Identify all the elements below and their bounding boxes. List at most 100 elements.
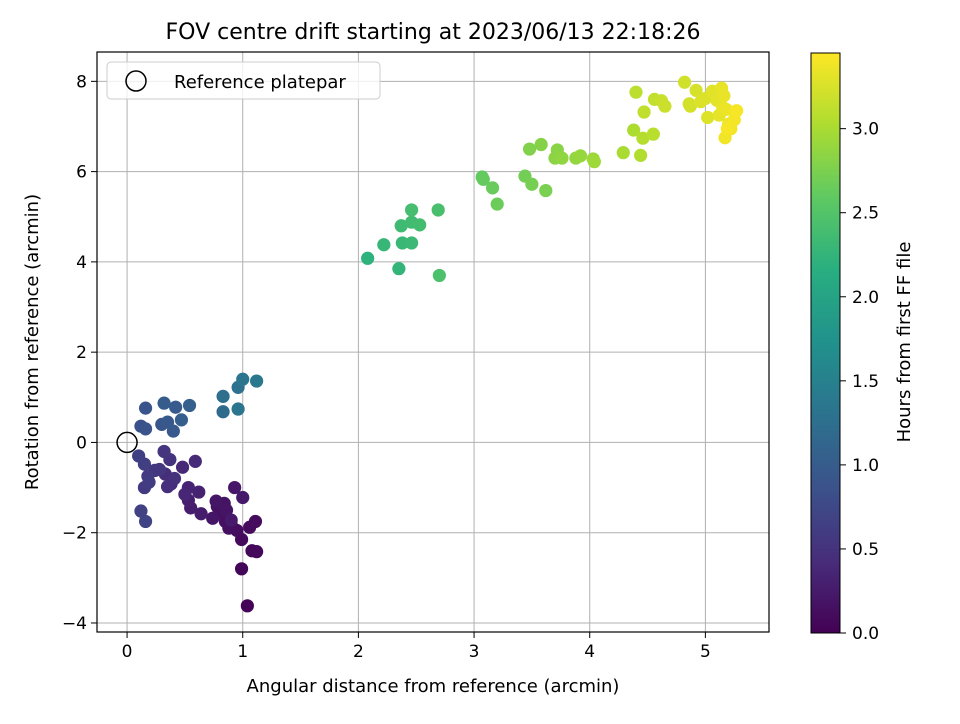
colorbar <box>810 52 841 634</box>
colorbar-tick-label: 3.0 <box>852 120 879 140</box>
data-point <box>717 89 731 103</box>
x-tick-label: 3 <box>469 642 480 662</box>
data-point <box>182 398 197 413</box>
y-tick-label: 2 <box>76 343 87 363</box>
data-point <box>361 251 375 265</box>
data-point <box>377 238 391 252</box>
data-point <box>209 494 223 508</box>
x-axis-label: Angular distance from reference (arcmin) <box>247 676 620 697</box>
x-tick-label: 5 <box>700 642 711 662</box>
colorbar-tick-label: 2.0 <box>852 288 879 308</box>
data-point <box>169 400 183 414</box>
data-point <box>555 151 569 165</box>
colorbar-tick-label: 1.0 <box>852 456 879 476</box>
data-point <box>132 449 146 463</box>
data-point <box>539 183 553 198</box>
x-tick-label: 0 <box>122 642 133 662</box>
data-point <box>134 504 148 518</box>
y-tick-label: 0 <box>76 433 87 453</box>
data-point <box>138 401 153 415</box>
data-point <box>683 99 697 113</box>
data-point <box>730 104 744 118</box>
data-point <box>522 142 537 156</box>
data-point <box>142 475 156 489</box>
x-tick-label: 4 <box>584 642 595 662</box>
data-point <box>720 122 734 136</box>
data-point <box>138 514 153 529</box>
x-tick-label: 2 <box>353 642 364 662</box>
y-axis-ticks: −4 −2 0 2 4 6 8 <box>62 72 97 634</box>
data-point <box>637 105 651 119</box>
colorbar-tick-label: 1.5 <box>852 372 879 392</box>
data-point <box>194 507 208 521</box>
data-point <box>192 485 206 499</box>
data-point <box>701 110 715 125</box>
data-point <box>413 218 427 232</box>
y-tick-label: −4 <box>62 614 87 634</box>
data-point <box>629 85 643 99</box>
colorbar-label: Hours from first FF file <box>894 242 915 443</box>
data-point <box>250 545 264 559</box>
grid-lines <box>97 52 769 632</box>
colorbar-ticks: 0.0 0.5 1.0 1.5 2.0 2.5 3.0 <box>840 120 879 644</box>
data-point <box>677 75 692 89</box>
data-point <box>405 236 419 250</box>
legend-label: Reference platepar <box>174 72 346 93</box>
data-point <box>395 236 409 250</box>
data-point <box>240 599 254 613</box>
data-point <box>231 402 245 416</box>
data-point <box>432 268 446 283</box>
x-axis-ticks: 0 1 2 3 4 5 <box>122 632 711 662</box>
data-points <box>132 75 744 613</box>
y-tick-label: 4 <box>76 253 87 273</box>
data-point <box>234 562 249 576</box>
y-tick-label: 6 <box>76 163 87 183</box>
y-axis-label: Rotation from reference (arcmin) <box>22 194 43 490</box>
data-point <box>587 155 601 169</box>
y-tick-label: 8 <box>76 72 87 92</box>
data-point <box>634 148 648 162</box>
legend-marker <box>125 70 147 92</box>
data-point <box>175 460 190 474</box>
data-point <box>525 177 539 191</box>
data-point <box>689 83 703 97</box>
colorbar-tick-label: 0.0 <box>852 624 879 644</box>
colorbar-tick-label: 0.5 <box>852 540 879 560</box>
data-point <box>431 203 445 217</box>
data-point <box>490 197 504 211</box>
data-point <box>394 219 408 233</box>
data-point <box>392 262 406 276</box>
data-point <box>616 146 630 160</box>
data-point <box>573 149 588 163</box>
data-point <box>236 490 250 505</box>
data-point <box>167 471 182 486</box>
data-point <box>646 127 660 141</box>
data-point <box>219 503 234 517</box>
chart-title: FOV centre drift starting at 2023/06/13 … <box>166 20 701 45</box>
data-point <box>216 389 230 403</box>
data-point <box>719 102 733 116</box>
data-point <box>636 131 650 145</box>
x-tick-label: 1 <box>237 642 248 662</box>
data-point <box>250 374 264 388</box>
data-point <box>224 513 238 527</box>
data-point <box>228 480 242 495</box>
data-point <box>216 405 230 419</box>
data-point <box>157 396 171 410</box>
data-point <box>188 454 202 468</box>
data-point <box>248 514 263 529</box>
data-point <box>534 137 548 152</box>
data-point <box>476 172 490 186</box>
plot-frame <box>96 51 770 633</box>
legend-box <box>106 61 381 100</box>
legend: Reference platepar <box>106 61 381 100</box>
y-tick-label: −2 <box>62 524 87 544</box>
data-point <box>206 511 220 525</box>
data-point <box>485 181 500 195</box>
colorbar-tick-label: 2.5 <box>852 204 879 224</box>
data-point <box>405 203 419 217</box>
data-point <box>166 424 180 438</box>
data-point <box>658 99 672 113</box>
reference-platepar-marker <box>116 431 138 454</box>
